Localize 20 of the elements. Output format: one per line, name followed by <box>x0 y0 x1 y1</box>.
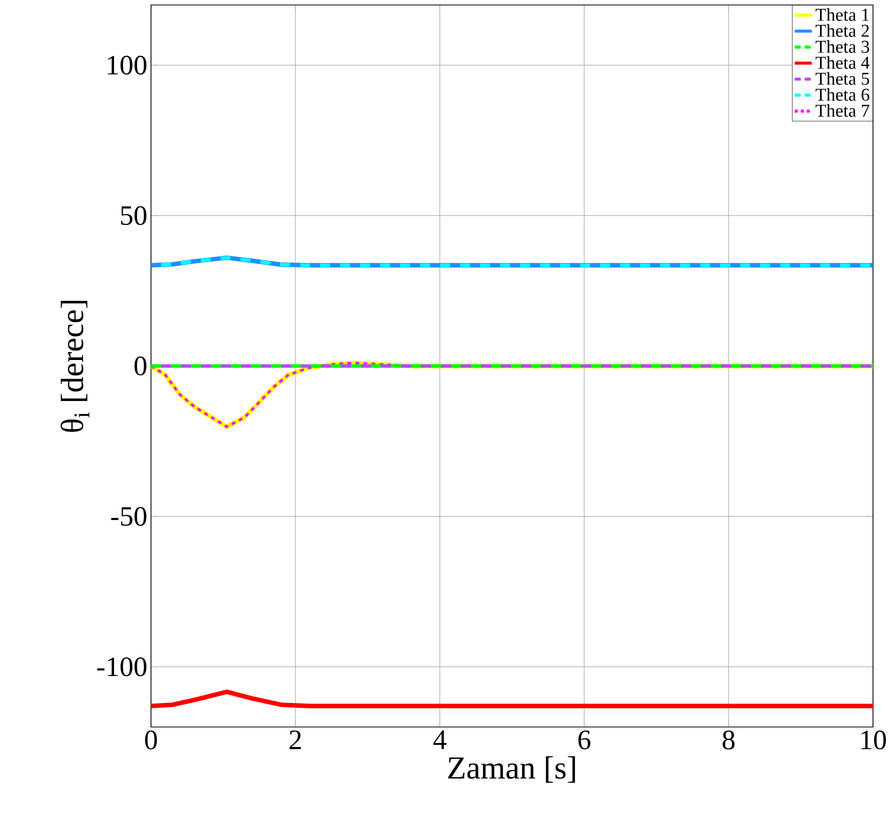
y-tick-label: 0 <box>134 356 146 376</box>
x-tick-label: 4 <box>433 730 446 749</box>
x-tick-label: 10 <box>861 730 886 750</box>
y-tick-label: -50 <box>111 506 146 526</box>
x-tick-label: 6 <box>578 730 590 750</box>
legend-label: Theta 3 <box>816 40 870 53</box>
legend-label: Theta 5 <box>816 72 870 85</box>
y-tick-label: -100 <box>97 657 146 676</box>
legend-label: Theta 1 <box>816 8 869 21</box>
legend-label: Theta 7 <box>816 104 870 117</box>
y-axis-title: θ$_{i}$ [derece] <box>60 300 90 432</box>
legend-label: Theta 2 <box>816 24 869 37</box>
x-axis-title: Zaman [s] <box>448 756 575 783</box>
line-series <box>151 690 874 708</box>
legend-label: Theta 4 <box>816 56 870 69</box>
x-tick-label: 2 <box>290 730 301 750</box>
y-tick-label: 50 <box>121 206 146 226</box>
y-tick-label: 100 <box>108 56 146 75</box>
legend-label: Theta 6 <box>816 88 870 101</box>
x-tick-label: 8 <box>722 730 735 750</box>
